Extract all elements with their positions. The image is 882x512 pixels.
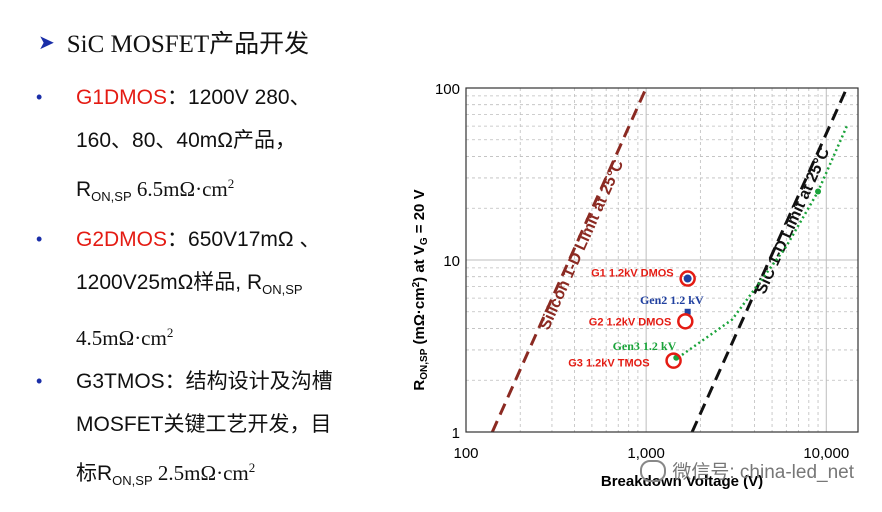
g1-line1: 1200V 280、 <box>188 86 311 109</box>
chart-ticks: 100 1,000 10,000 1 10 100 <box>435 81 849 462</box>
g2-line2: 1200V25mΩ样品, R <box>76 271 263 295</box>
bullet-g1: • G1DMOS：1200V 280、 160、80、40mΩ产品， RON,S… <box>36 76 396 218</box>
point-label: G1 1.2kV DMOS <box>591 268 674 280</box>
slide-heading: ➤ SiC MOSFET产品开发 <box>38 24 309 60</box>
bullet-g3: • G3TMOS：结构设计及沟槽 MOSFET关键工艺开发，目 标RON,SP … <box>36 360 396 502</box>
limit-line-label: SiC 1-D Limit at 25°C <box>753 145 834 297</box>
point-label: G2 1.2kV DMOS <box>589 316 672 328</box>
ylabel-vsub: G <box>419 237 430 245</box>
g1-colon: ： <box>167 86 189 109</box>
wechat-icon <box>640 459 667 482</box>
y-tick-label: 10 <box>443 253 460 270</box>
g3-pre: 标R <box>76 462 113 486</box>
bullet-dot-icon: • <box>36 371 43 392</box>
watermark: 微信号: china-led_net <box>640 457 854 484</box>
g1-head: G1DMOS <box>76 86 168 109</box>
bullet-list: • G1DMOS：1200V 280、 160、80、40mΩ产品， RON,S… <box>36 76 396 503</box>
y-axis-label: RON,SP (mΩ·cm2) at VG = 20 V <box>411 189 430 390</box>
chart-grid <box>465 87 858 433</box>
red-ring-marker <box>665 352 682 369</box>
ylabel-rsub: ON,SP <box>419 348 430 379</box>
bullet-g2: • G2DMOS：650V17mΩ 、 1200V25mΩ样品, RON,SP … <box>36 218 396 360</box>
arrow-bullet-icon: ➤ <box>38 31 55 54</box>
ylabel-end: ) at V <box>411 245 428 282</box>
g1-val: 6.5mΩ·cm <box>131 177 228 201</box>
g1-r: R <box>76 178 92 201</box>
g3-line2: MOSFET关键工艺开发，目 <box>76 413 332 437</box>
g1-exp: 2 <box>227 176 235 191</box>
red-ring-marker <box>677 313 694 330</box>
g2-head: G2DMOS <box>76 228 168 252</box>
limit-line <box>690 87 849 433</box>
limit-line-label: Silicon 1-D Limit at 25°C <box>537 157 628 333</box>
x-tick-label: 1,000 <box>627 445 665 462</box>
g3-exp: 2 <box>248 460 256 476</box>
ylabel-tail: = 20 V <box>411 189 428 237</box>
g2-line1: 650V17mΩ 、 <box>188 228 321 252</box>
limit-line <box>490 87 648 433</box>
bullet-dot-icon: • <box>36 229 43 250</box>
g1-line2: 160、80、40mΩ产品， <box>76 129 296 152</box>
g3-val: 2.5mΩ·cm <box>152 461 249 486</box>
gen2-marker <box>684 308 691 315</box>
watermark-text: 微信号: china-led_net <box>672 462 854 483</box>
point-label: Gen3 1.2 kV <box>613 339 677 353</box>
plot-frame <box>465 87 859 433</box>
g1-marker-core <box>683 274 692 283</box>
g2-colon: ： <box>167 228 189 252</box>
chart-points: G1 1.2kV DMOS Gen2 1.2 kV G2 1.2kV DMOS Gen… <box>568 268 704 370</box>
point-label: Gen2 1.2 kV <box>640 293 704 307</box>
g1-marker <box>679 270 696 287</box>
point-label: G3 1.2kV TMOS <box>568 358 649 370</box>
g2-rsub: ON,SP <box>262 282 303 298</box>
g2-exp: 2 <box>166 325 174 341</box>
g3-head: G3TMOS：结构设计及沟槽 <box>76 370 333 394</box>
x-tick-label: 100 <box>453 445 478 462</box>
bullet-dot-icon: • <box>36 87 43 107</box>
ylabel-r: R <box>411 380 428 391</box>
breakdown-chart: Silicon 1-D Limit at 25°C SiC 1-D Limit a… <box>411 81 859 490</box>
g1-rsub: ON,SP <box>91 189 132 205</box>
ylabel-exp: 2 <box>411 281 422 287</box>
g3-rsub: ON,SP <box>112 473 153 489</box>
trend-marker <box>815 188 822 195</box>
ylabel-mid: (mΩ·cm <box>411 287 428 348</box>
x-tick-label: 10,000 <box>803 445 849 462</box>
y-tick-label: 100 <box>435 81 460 98</box>
g2-val: 4.5mΩ·cm <box>76 326 167 351</box>
y-tick-label: 1 <box>452 425 460 442</box>
heading-text: SiC MOSFET产品开发 <box>66 31 310 58</box>
